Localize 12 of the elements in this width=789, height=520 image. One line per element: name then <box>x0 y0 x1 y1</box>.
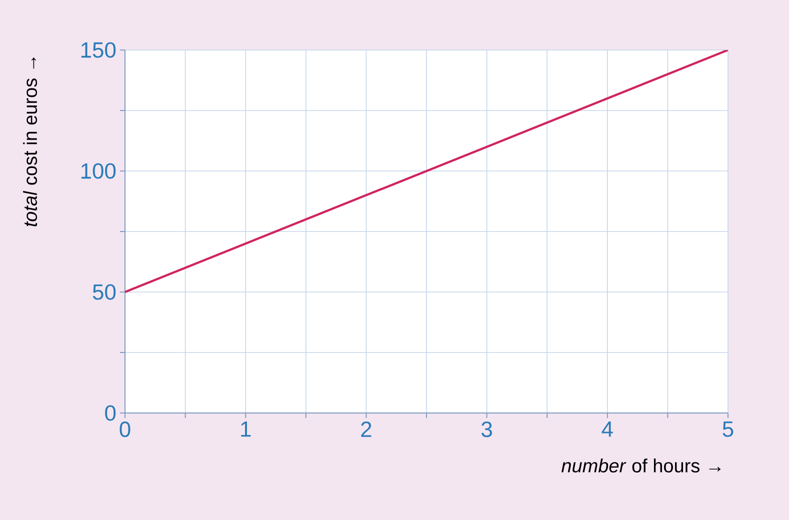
x-tick-label: 4 <box>602 422 613 437</box>
y-tick-label: 0 <box>105 405 116 421</box>
x-tick-label: 0 <box>120 422 130 438</box>
x-axis-title: number of hours → <box>562 458 721 472</box>
y-tick-label: 100 <box>81 163 116 179</box>
x-tick-label: 5 <box>722 422 734 437</box>
y-axis-title: total cost in euros → <box>23 57 38 226</box>
x-tick-label: 1 <box>241 422 251 437</box>
y-tick-label: 150 <box>81 42 116 58</box>
y-tick-label: 50 <box>92 284 116 300</box>
x-tick-label: 3 <box>482 422 492 438</box>
x-tick-label: 2 <box>361 422 372 437</box>
